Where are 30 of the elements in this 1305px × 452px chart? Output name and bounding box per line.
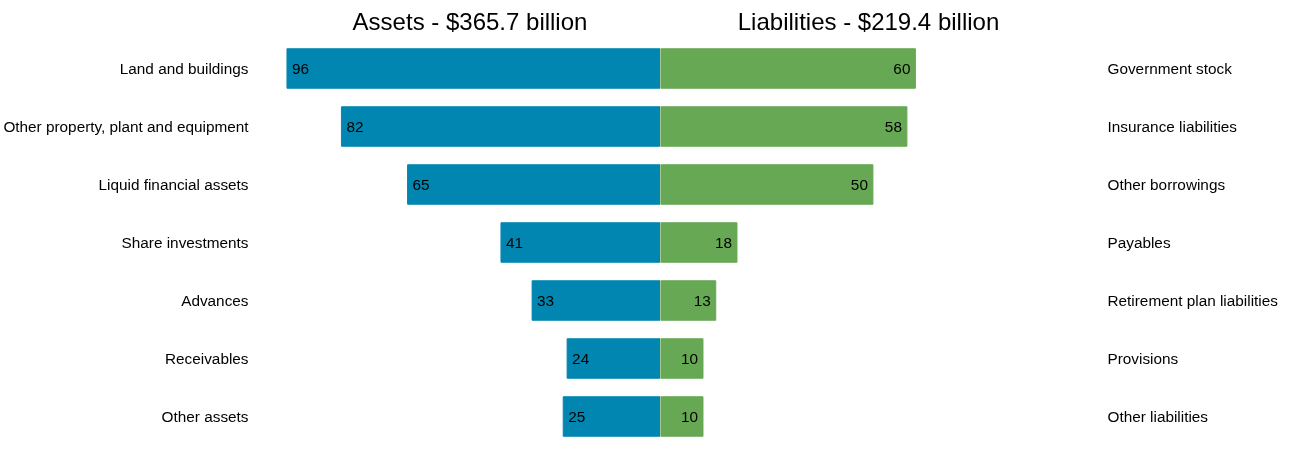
data-label: 25 bbox=[568, 407, 586, 425]
y-tick-label: Advances bbox=[181, 292, 249, 309]
data-label: 18 bbox=[714, 233, 732, 251]
chart-title: Liabilities - $219.4 billion bbox=[737, 7, 1000, 35]
y-tick-label: Other liabilities bbox=[1107, 408, 1209, 425]
data-label: 10 bbox=[680, 349, 698, 367]
y-tick-label: Other assets bbox=[161, 408, 249, 425]
data-label: 10 bbox=[680, 407, 698, 425]
data-label: 24 bbox=[572, 349, 590, 367]
y-tick-label: Share investments bbox=[121, 234, 249, 251]
y-tick-label: Liquid financial assets bbox=[98, 176, 249, 193]
data-label: 33 bbox=[537, 291, 555, 309]
data-label: 50 bbox=[850, 175, 868, 193]
y-tick-label: Government stock bbox=[1107, 60, 1233, 77]
chart-title: Assets - $365.7 billion bbox=[352, 7, 588, 35]
data-label: 41 bbox=[505, 233, 524, 251]
data-label: 65 bbox=[412, 175, 430, 193]
y-tick-label: Other property, plant and equipment bbox=[3, 118, 250, 135]
data-label: 13 bbox=[693, 291, 711, 309]
y-tick-label: Insurance liabilities bbox=[1107, 118, 1238, 135]
y-tick-label: Land and buildings bbox=[119, 60, 249, 77]
y-tick-label: Retirement plan liabilities bbox=[1107, 292, 1279, 309]
data-label: 96 bbox=[291, 59, 310, 77]
y-tick-label: Payables bbox=[1107, 234, 1171, 251]
data-label: 58 bbox=[884, 117, 902, 135]
y-tick-label: Receivables bbox=[165, 350, 249, 367]
y-tick-label: Other borrowings bbox=[1107, 176, 1226, 193]
y-tick-label: Provisions bbox=[1107, 350, 1179, 367]
data-label: 60 bbox=[893, 59, 911, 77]
data-label: 82 bbox=[346, 117, 364, 135]
